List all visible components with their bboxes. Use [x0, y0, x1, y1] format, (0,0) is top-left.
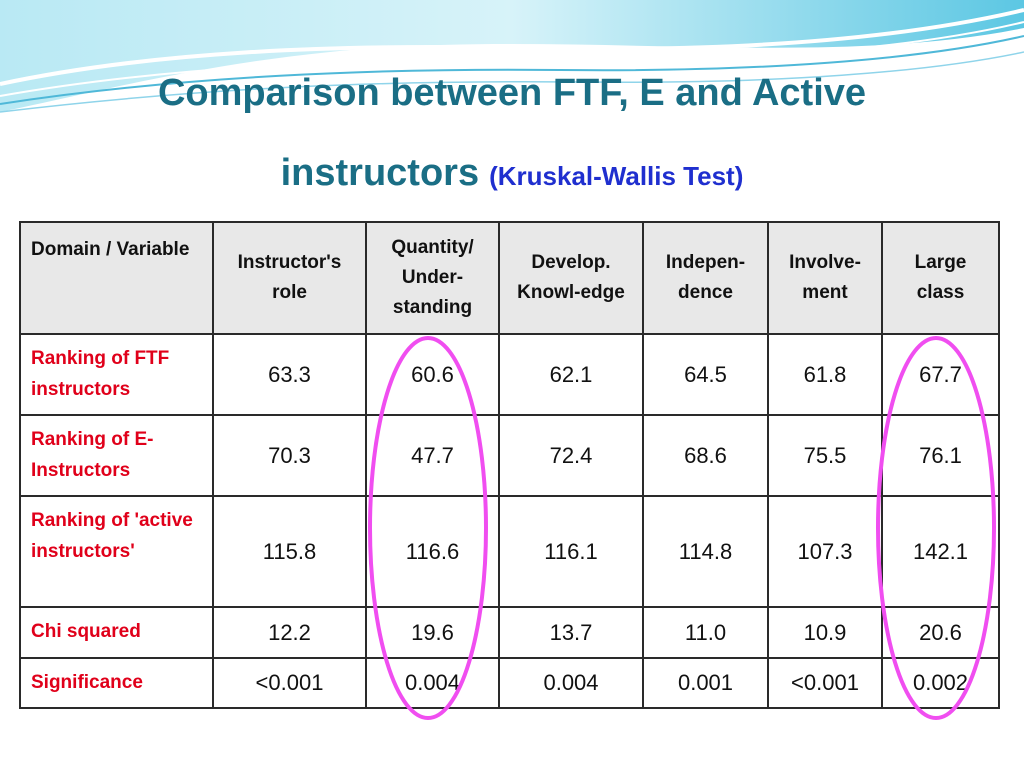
table-cell: 114.8	[642, 495, 769, 608]
page-title-continued: instructors	[280, 152, 480, 194]
row-label-chi-squared: Chi squared	[19, 606, 214, 659]
header-large-class: Large class	[881, 221, 1000, 335]
header-quantity-understanding: Quantity/ Under-standing	[365, 221, 500, 335]
table-cell: 0.004	[365, 657, 500, 709]
table-row: Ranking of FTF instructors 63.3 60.6 62.…	[19, 333, 1000, 416]
page-title: Comparison between FTF, E and Active	[157, 72, 867, 114]
table-cell: 61.8	[767, 333, 883, 416]
table-cell: 116.1	[498, 495, 644, 608]
comparison-table: Domain / Variable Instructor's role Quan…	[19, 221, 1000, 709]
page-title-line2: instructors (Kruskal-Wallis Test)	[60, 150, 964, 199]
row-label-ftf: Ranking of FTF instructors	[19, 333, 214, 416]
table-cell: 116.6	[365, 495, 500, 608]
table-cell: <0.001	[767, 657, 883, 709]
table-cell: 115.8	[212, 495, 367, 608]
header-independence: Indepen-dence	[642, 221, 769, 335]
header-involvement: Involve-ment	[767, 221, 883, 335]
decorative-wave-header	[0, 0, 1024, 113]
table-cell: 12.2	[212, 606, 367, 659]
page-subtitle: (Kruskal-Wallis Test)	[489, 161, 744, 191]
table-cell: 47.7	[365, 414, 500, 497]
table-cell: 0.004	[498, 657, 644, 709]
table-row: Ranking of 'active instructors' 115.8 11…	[19, 495, 1000, 608]
table-cell: 11.0	[642, 606, 769, 659]
row-label-active-instructors: Ranking of 'active instructors'	[19, 495, 214, 608]
table-row: Significance <0.001 0.004 0.004 0.001 <0…	[19, 657, 1000, 709]
table-cell: 60.6	[365, 333, 500, 416]
table-cell: <0.001	[212, 657, 367, 709]
table-cell: 68.6	[642, 414, 769, 497]
table-cell: 63.3	[212, 333, 367, 416]
table-header-row: Domain / Variable Instructor's role Quan…	[19, 221, 1000, 335]
header-instructors-role: Instructor's role	[212, 221, 367, 335]
table-cell: 75.5	[767, 414, 883, 497]
header-develop-knowledge: Develop. Knowl-edge	[498, 221, 644, 335]
table-cell: 62.1	[498, 333, 644, 416]
table-cell: 20.6	[881, 606, 1000, 659]
table-row: Ranking of E-Instructors 70.3 47.7 72.4 …	[19, 414, 1000, 497]
table-cell: 70.3	[212, 414, 367, 497]
table-cell: 72.4	[498, 414, 644, 497]
table-cell: 19.6	[365, 606, 500, 659]
table-cell: 67.7	[881, 333, 1000, 416]
table-cell: 76.1	[881, 414, 1000, 497]
table-cell: 107.3	[767, 495, 883, 608]
row-label-significance: Significance	[19, 657, 214, 709]
table-cell: 0.001	[642, 657, 769, 709]
row-label-e-instructors: Ranking of E-Instructors	[19, 414, 214, 497]
table-cell: 0.002	[881, 657, 1000, 709]
table-row: Chi squared 12.2 19.6 13.7 11.0 10.9 20.…	[19, 606, 1000, 659]
table-cell: 64.5	[642, 333, 769, 416]
table-cell: 13.7	[498, 606, 644, 659]
table-cell: 142.1	[881, 495, 1000, 608]
table-cell: 10.9	[767, 606, 883, 659]
header-domain-variable: Domain / Variable	[19, 221, 214, 335]
